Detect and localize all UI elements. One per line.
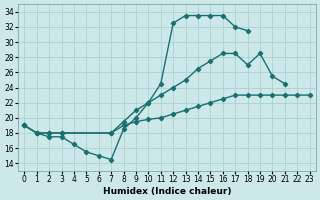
- X-axis label: Humidex (Indice chaleur): Humidex (Indice chaleur): [103, 187, 231, 196]
